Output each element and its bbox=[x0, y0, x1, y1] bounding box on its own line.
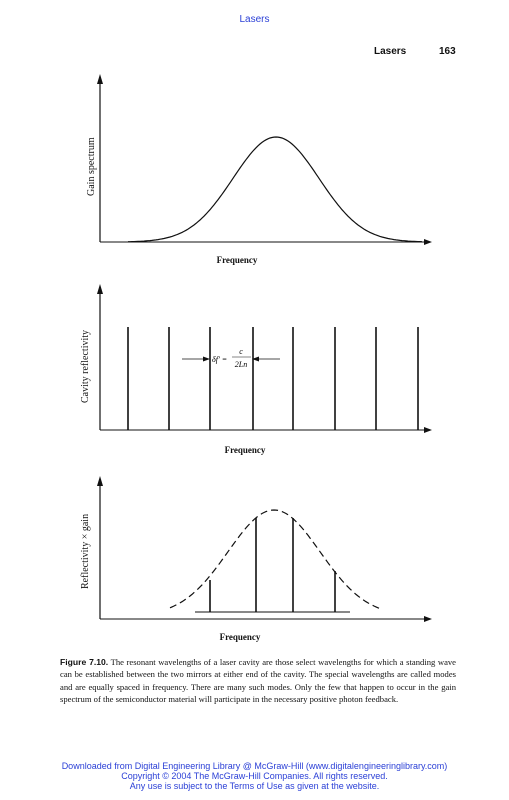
cavity-ylabel: Cavity reflectivity bbox=[80, 329, 91, 403]
footer-download-line: Downloaded from Digital Engineering Libr… bbox=[61, 761, 448, 771]
footer-copyright-line: Copyright © 2004 The McGraw-Hill Compani… bbox=[121, 771, 388, 781]
gain-y-arrow bbox=[97, 74, 103, 84]
spacing-arrowhead-left bbox=[203, 356, 210, 362]
product-x-arrow bbox=[424, 616, 432, 622]
gain-xlabel: Frequency bbox=[216, 255, 258, 265]
gain-envelope-dashed bbox=[169, 509, 381, 610]
cavity-panel: δf′ = c 2Ln bbox=[97, 284, 432, 433]
product-mode-lines bbox=[209, 518, 336, 612]
product-ylabel: Reflectivity × gain bbox=[80, 513, 91, 589]
cavity-y-arrow bbox=[97, 284, 103, 294]
cavity-x-arrow bbox=[424, 427, 432, 433]
product-xlabel: Frequency bbox=[219, 632, 261, 642]
cavity-xlabel: Frequency bbox=[224, 445, 266, 455]
formula-numerator: c bbox=[239, 347, 243, 356]
gain-ylabel: Gain spectrum bbox=[86, 137, 97, 196]
header-chapter-title: Lasers bbox=[374, 46, 407, 57]
figure-caption: Figure 7.10. The resonant wavelengths of… bbox=[60, 656, 456, 706]
product-panel bbox=[97, 476, 432, 622]
figure-7-10: δf′ = c 2Ln bbox=[97, 74, 432, 622]
gain-x-arrow bbox=[424, 239, 432, 245]
running-title: Lasers bbox=[239, 14, 270, 25]
formula-lhs: δf′ = bbox=[212, 355, 227, 364]
spacing-arrowhead-right bbox=[252, 356, 259, 362]
product-y-arrow bbox=[97, 476, 103, 486]
caption-label: Figure 7.10. bbox=[60, 657, 109, 667]
caption-text: The resonant wavelengths of a laser cavi… bbox=[60, 657, 456, 705]
header-page-number: 163 bbox=[439, 46, 456, 57]
gain-curve bbox=[128, 136, 423, 243]
cavity-mode-lines bbox=[127, 327, 419, 430]
footer-terms-line: Any use is subject to the Terms of Use a… bbox=[129, 781, 380, 791]
formula-denominator: 2Ln bbox=[235, 360, 247, 369]
footer: Downloaded from Digital Engineering Libr… bbox=[0, 761, 509, 791]
gain-panel bbox=[97, 74, 432, 245]
